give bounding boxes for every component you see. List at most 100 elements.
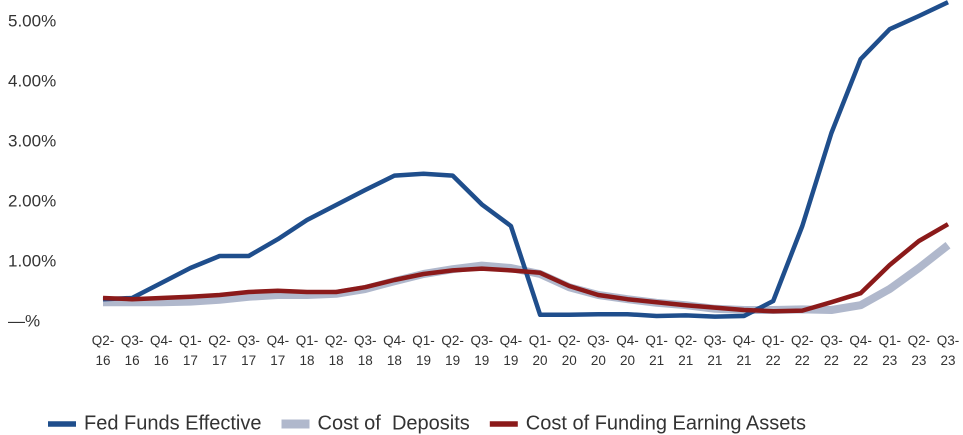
x-tick-line: 21 [649, 353, 664, 368]
legend-label: Cost of Funding Earning Assets [526, 412, 806, 434]
x-tick-line: 21 [678, 353, 693, 368]
y-tick-label: 2.00% [8, 191, 56, 210]
x-tick-line: 21 [707, 353, 722, 368]
x-tick-line: 20 [533, 353, 548, 368]
x-tick-line: 22 [824, 353, 839, 368]
x-tick-line: 17 [212, 353, 227, 368]
legend-label: Fed Funds Effective [84, 412, 262, 434]
x-tick-label: Q4-17 [267, 333, 290, 368]
x-tick-line: Q2- [791, 333, 814, 348]
x-tick-line: Q3- [704, 333, 727, 348]
x-tick-line: 23 [911, 353, 926, 368]
x-tick-label: Q1-20 [529, 333, 552, 368]
y-tick-label: —% [8, 311, 40, 330]
x-tick-line: Q2- [325, 333, 348, 348]
x-tick-label: Q4-22 [849, 333, 872, 368]
x-tick-label: Q4-18 [383, 333, 406, 368]
x-tick-line: 18 [387, 353, 402, 368]
x-tick-line: 21 [737, 353, 752, 368]
x-tick-line: Q1- [179, 333, 202, 348]
x-tick-line: Q4- [267, 333, 290, 348]
x-tick-label: Q2-18 [325, 333, 348, 368]
y-tick-label: 4.00% [8, 71, 56, 90]
x-tick-line: 22 [795, 353, 810, 368]
x-tick-line: Q4- [733, 333, 756, 348]
x-tick-line: Q4- [616, 333, 639, 348]
x-tick-line: Q1- [412, 333, 435, 348]
series-line [102, 222, 950, 314]
x-tick-line: Q3- [471, 333, 494, 348]
x-tick-line: Q2- [441, 333, 464, 348]
x-tick-line: Q3- [354, 333, 377, 348]
x-tick-label: Q2-20 [558, 333, 581, 368]
x-tick-line: 22 [853, 353, 868, 368]
x-tick-line: 17 [183, 353, 198, 368]
x-tick-label: Q4-19 [500, 333, 523, 368]
x-tick-label: Q3-17 [237, 333, 260, 368]
y-tick-label: 3.00% [8, 131, 56, 150]
x-tick-line: Q3- [237, 333, 260, 348]
x-tick-line: Q2- [208, 333, 231, 348]
x-tick-label: Q2-16 [92, 333, 115, 368]
x-tick-line: Q1- [762, 333, 785, 348]
x-tick-line: 22 [766, 353, 781, 368]
x-tick-line: Q1- [529, 333, 552, 348]
x-tick-line: Q1- [645, 333, 668, 348]
x-tick-line: 18 [329, 353, 344, 368]
x-tick-line: 23 [940, 353, 955, 368]
x-tick-label: Q1-23 [878, 333, 901, 368]
x-tick-line: Q1- [878, 333, 901, 348]
x-tick-line: 19 [474, 353, 489, 368]
x-tick-line: 16 [95, 353, 110, 368]
x-tick-label: Q3-16 [121, 333, 144, 368]
x-tick-line: Q3- [820, 333, 843, 348]
x-tick-line: Q2- [92, 333, 115, 348]
x-tick-line: 18 [299, 353, 314, 368]
x-tick-label: Q3-21 [704, 333, 727, 368]
x-tick-line: 17 [270, 353, 285, 368]
x-tick-line: Q2- [908, 333, 931, 348]
x-tick-label: Q1-22 [762, 333, 785, 368]
x-tick-line: 16 [154, 353, 169, 368]
x-tick-line: Q3- [121, 333, 144, 348]
x-tick-label: Q4-20 [616, 333, 639, 368]
x-tick-line: Q4- [383, 333, 406, 348]
x-tick-line: Q2- [675, 333, 698, 348]
x-tick-line: 19 [445, 353, 460, 368]
y-tick-label: 1.00% [8, 251, 56, 270]
x-tick-label: Q3-22 [820, 333, 843, 368]
x-tick-label: Q2-23 [908, 333, 931, 368]
x-tick-line: 20 [620, 353, 635, 368]
x-tick-line: 18 [358, 353, 373, 368]
x-tick-line: 20 [562, 353, 577, 368]
x-tick-label: Q1-17 [179, 333, 202, 368]
x-tick-line: 17 [241, 353, 256, 368]
x-tick-line: Q3- [937, 333, 960, 348]
x-tick-label: Q3-20 [587, 333, 610, 368]
x-tick-label: Q4-21 [733, 333, 756, 368]
x-tick-line: 23 [882, 353, 897, 368]
x-tick-label: Q1-19 [412, 333, 435, 368]
x-tick-line: 20 [591, 353, 606, 368]
x-tick-label: Q4-16 [150, 333, 173, 368]
x-tick-label: Q1-18 [296, 333, 319, 368]
x-tick-line: Q1- [296, 333, 319, 348]
y-tick-label: 5.00% [8, 11, 56, 30]
x-tick-line: Q4- [500, 333, 523, 348]
x-tick-label: Q2-22 [791, 333, 814, 368]
x-tick-line: Q3- [587, 333, 610, 348]
x-tick-label: Q3-19 [471, 333, 494, 368]
x-tick-line: 19 [416, 353, 431, 368]
x-tick-line: 16 [125, 353, 140, 368]
x-tick-label: Q2-21 [675, 333, 698, 368]
x-tick-line: Q2- [558, 333, 581, 348]
x-tick-label: Q2-19 [441, 333, 464, 368]
x-tick-label: Q3-18 [354, 333, 377, 368]
x-tick-line: Q4- [150, 333, 173, 348]
x-tick-label: Q1-21 [645, 333, 668, 368]
x-tick-label: Q2-17 [208, 333, 231, 368]
x-tick-line: 19 [503, 353, 518, 368]
x-tick-label: Q3-23 [937, 333, 960, 368]
x-tick-line: Q4- [849, 333, 872, 348]
